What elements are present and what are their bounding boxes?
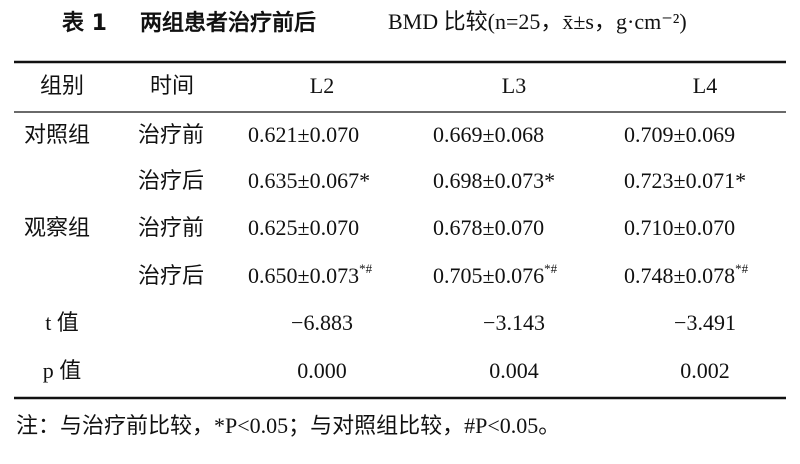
cell-value: 0.748±0.078: [624, 263, 735, 288]
column-header: 组别: [40, 73, 84, 98]
cell: 0.709±0.069: [624, 122, 735, 147]
table-note: 注：与治疗前比较，*P<0.05；与对照组比较，#P<0.05。: [16, 413, 560, 438]
time-label: 治疗前: [138, 215, 204, 240]
cell: 0.621±0.070: [248, 122, 359, 147]
cell: 0.748±0.078*#: [624, 261, 749, 288]
cell-mark: *#: [359, 261, 373, 276]
column-header: L2: [310, 73, 334, 98]
cell: 0.710±0.070: [624, 215, 735, 240]
group-label: 对照组: [24, 122, 90, 147]
cell: 0.669±0.068: [433, 122, 544, 147]
cell: 0.625±0.070: [248, 215, 359, 240]
column-header: 时间: [150, 73, 194, 98]
table-label: 表 1: [62, 11, 107, 36]
cell: 0.650±0.073*#: [248, 261, 373, 288]
cell: 0.004: [489, 358, 539, 383]
cell: −3.491: [674, 310, 736, 335]
cell-value: 0.705±0.076: [433, 263, 544, 288]
time-label: 治疗后: [138, 168, 204, 193]
cell: 0.678±0.070: [433, 215, 544, 240]
cell-mark: *#: [735, 261, 749, 276]
cell: −6.883: [291, 310, 353, 335]
column-header: L3: [502, 73, 526, 98]
cell: −3.143: [483, 310, 545, 335]
cell-value: 0.650±0.073: [248, 263, 359, 288]
cell: 0.723±0.071*: [624, 168, 746, 193]
column-header: L4: [693, 73, 717, 98]
cell: 0.698±0.073*: [433, 168, 555, 193]
cell: 0.000: [297, 358, 347, 383]
cell-mark: *#: [544, 261, 558, 276]
group-label: t 值: [45, 310, 79, 335]
cell: 0.002: [680, 358, 730, 383]
time-label: 治疗后: [138, 263, 204, 288]
table-title-suffix: BMD 比较(n=25，x̄±s，g·cm⁻²): [388, 9, 687, 34]
cell: 0.635±0.067*: [248, 168, 370, 193]
group-label: p 值: [43, 358, 82, 383]
group-label: 观察组: [24, 215, 90, 240]
cell: 0.705±0.076*#: [433, 261, 558, 288]
table-title: 两组患者治疗前后: [140, 10, 316, 36]
time-label: 治疗前: [138, 122, 204, 147]
